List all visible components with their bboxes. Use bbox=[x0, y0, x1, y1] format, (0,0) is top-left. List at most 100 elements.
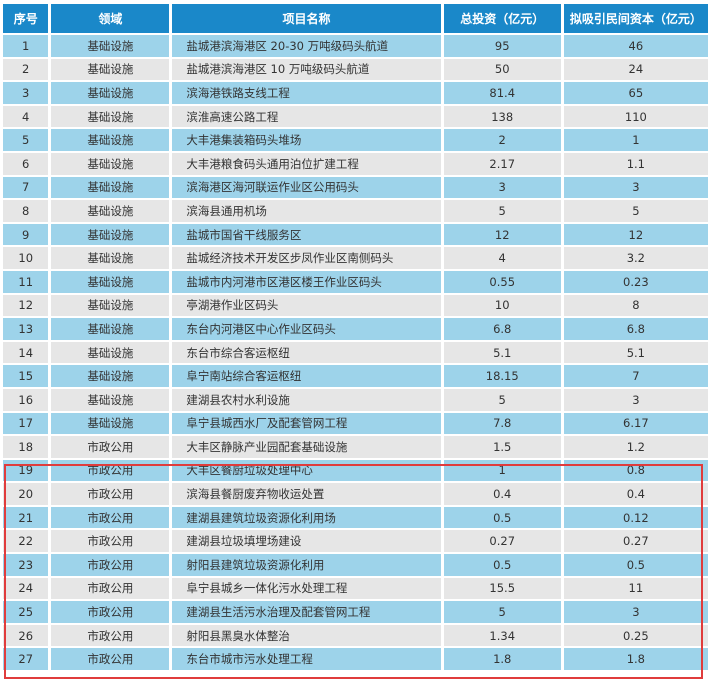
row-private-capital: 0.23 bbox=[563, 270, 708, 293]
row-total-investment: 0.5 bbox=[443, 506, 561, 529]
row-field: 市政公用 bbox=[51, 648, 170, 671]
row-field: 基础设施 bbox=[51, 247, 170, 269]
row-total-investment: 0.55 bbox=[443, 270, 561, 293]
row-private-capital: 0.5 bbox=[563, 554, 708, 576]
row-private-capital: 24 bbox=[563, 58, 708, 81]
row-number: 11 bbox=[3, 270, 49, 293]
table-row: 1 基础设施 盐城港滨海港区 20-30 万吨级码头航道 95 46 bbox=[3, 35, 708, 57]
row-total-investment: 81.4 bbox=[443, 82, 561, 104]
row-field: 市政公用 bbox=[51, 506, 170, 529]
row-private-capital: 1.1 bbox=[563, 152, 708, 175]
row-number: 17 bbox=[3, 412, 49, 435]
row-total-investment: 50 bbox=[443, 58, 561, 81]
row-total-investment: 95 bbox=[443, 35, 561, 57]
table-row: 7 基础设施 滨海港区海河联运作业区公用码头 3 3 bbox=[3, 176, 708, 199]
row-project-name: 建湖县生活污水治理及配套管网工程 bbox=[172, 601, 441, 623]
row-field: 基础设施 bbox=[51, 82, 170, 104]
row-total-investment: 5 bbox=[443, 601, 561, 623]
row-project-name: 阜宁县城乡一体化污水处理工程 bbox=[172, 577, 441, 600]
row-project-name: 阜宁县城西水厂及配套管网工程 bbox=[172, 412, 441, 435]
row-private-capital: 6.8 bbox=[563, 318, 708, 340]
row-field: 基础设施 bbox=[51, 200, 170, 222]
row-field: 基础设施 bbox=[51, 176, 170, 199]
row-field: 基础设施 bbox=[51, 318, 170, 340]
row-private-capital: 12 bbox=[563, 223, 708, 246]
table-row: 12 基础设施 亭湖港作业区码头 10 8 bbox=[3, 294, 708, 317]
row-field: 基础设施 bbox=[51, 152, 170, 175]
table-row: 13 基础设施 东台内河港区中心作业区码头 6.8 6.8 bbox=[3, 318, 708, 340]
row-project-name: 滨海港区海河联运作业区公用码头 bbox=[172, 176, 441, 199]
row-total-investment: 5.1 bbox=[443, 341, 561, 364]
row-total-investment: 18.15 bbox=[443, 365, 561, 387]
row-field: 市政公用 bbox=[51, 530, 170, 553]
row-private-capital: 46 bbox=[563, 35, 708, 57]
row-number: 1 bbox=[3, 35, 49, 57]
row-total-investment: 5 bbox=[443, 388, 561, 411]
row-field: 市政公用 bbox=[51, 601, 170, 623]
row-field: 市政公用 bbox=[51, 554, 170, 576]
row-private-capital: 11 bbox=[563, 577, 708, 600]
table-row: 23 市政公用 射阳县建筑垃圾资源化利用 0.5 0.5 bbox=[3, 554, 708, 576]
row-private-capital: 1.8 bbox=[563, 648, 708, 671]
row-number: 10 bbox=[3, 247, 49, 269]
row-project-name: 滨海港铁路支线工程 bbox=[172, 82, 441, 104]
table-row: 16 基础设施 建湖县农村水利设施 5 3 bbox=[3, 388, 708, 411]
row-number: 12 bbox=[3, 294, 49, 317]
table-row: 24 市政公用 阜宁县城乡一体化污水处理工程 15.5 11 bbox=[3, 577, 708, 600]
row-project-name: 盐城港滨海港区 10 万吨级码头航道 bbox=[172, 58, 441, 81]
row-total-investment: 1.8 bbox=[443, 648, 561, 671]
row-field: 市政公用 bbox=[51, 459, 170, 482]
row-total-investment: 10 bbox=[443, 294, 561, 317]
row-number: 9 bbox=[3, 223, 49, 246]
row-total-investment: 1.34 bbox=[443, 624, 561, 647]
row-project-name: 亭湖港作业区码头 bbox=[172, 294, 441, 317]
row-total-investment: 0.4 bbox=[443, 483, 561, 505]
row-number: 13 bbox=[3, 318, 49, 340]
investment-table: 序号 领域 项目名称 总投资（亿元） 拟吸引民间资本（亿元） 1 基础设施 盐城港滨… bbox=[0, 2, 711, 672]
row-field: 基础设施 bbox=[51, 388, 170, 411]
row-private-capital: 3.2 bbox=[563, 247, 708, 269]
table-row: 21 市政公用 建湖县建筑垃圾资源化利用场 0.5 0.12 bbox=[3, 506, 708, 529]
table-row: 10 基础设施 盐城经济技术开发区步凤作业区南侧码头 4 3.2 bbox=[3, 247, 708, 269]
row-number: 24 bbox=[3, 577, 49, 600]
row-project-name: 射阳县建筑垃圾资源化利用 bbox=[172, 554, 441, 576]
row-total-investment: 7.8 bbox=[443, 412, 561, 435]
row-number: 25 bbox=[3, 601, 49, 623]
table-row: 27 市政公用 东台市城市污水处理工程 1.8 1.8 bbox=[3, 648, 708, 671]
table-row: 22 市政公用 建湖县垃圾填埋场建设 0.27 0.27 bbox=[3, 530, 708, 553]
row-project-name: 建湖县建筑垃圾资源化利用场 bbox=[172, 506, 441, 529]
row-private-capital: 7 bbox=[563, 365, 708, 387]
row-project-name: 滨淮高速公路工程 bbox=[172, 105, 441, 128]
header-private-capital: 拟吸引民间资本（亿元） bbox=[563, 4, 708, 33]
row-number: 5 bbox=[3, 129, 49, 151]
table-row: 8 基础设施 滨海县通用机场 5 5 bbox=[3, 200, 708, 222]
row-project-name: 建湖县农村水利设施 bbox=[172, 388, 441, 411]
row-number: 19 bbox=[3, 459, 49, 482]
table-row: 14 基础设施 东台市综合客运枢纽 5.1 5.1 bbox=[3, 341, 708, 364]
row-project-name: 大丰港集装箱码头堆场 bbox=[172, 129, 441, 151]
row-private-capital: 0.27 bbox=[563, 530, 708, 553]
row-project-name: 盐城市内河港市区港区楼王作业区码头 bbox=[172, 270, 441, 293]
table-row: 4 基础设施 滨淮高速公路工程 138 110 bbox=[3, 105, 708, 128]
row-number: 6 bbox=[3, 152, 49, 175]
row-total-investment: 0.27 bbox=[443, 530, 561, 553]
row-number: 8 bbox=[3, 200, 49, 222]
row-field: 基础设施 bbox=[51, 58, 170, 81]
row-field: 基础设施 bbox=[51, 412, 170, 435]
table-row: 2 基础设施 盐城港滨海港区 10 万吨级码头航道 50 24 bbox=[3, 58, 708, 81]
table-row: 20 市政公用 滨海县餐厨废弃物收运处置 0.4 0.4 bbox=[3, 483, 708, 505]
row-total-investment: 2.17 bbox=[443, 152, 561, 175]
table-row: 3 基础设施 滨海港铁路支线工程 81.4 65 bbox=[3, 82, 708, 104]
row-total-investment: 2 bbox=[443, 129, 561, 151]
row-private-capital: 110 bbox=[563, 105, 708, 128]
row-private-capital: 0.12 bbox=[563, 506, 708, 529]
row-number: 4 bbox=[3, 105, 49, 128]
row-private-capital: 3 bbox=[563, 601, 708, 623]
row-project-name: 盐城市国省干线服务区 bbox=[172, 223, 441, 246]
row-private-capital: 5.1 bbox=[563, 341, 708, 364]
row-project-name: 东台内河港区中心作业区码头 bbox=[172, 318, 441, 340]
table-row: 5 基础设施 大丰港集装箱码头堆场 2 1 bbox=[3, 129, 708, 151]
row-field: 市政公用 bbox=[51, 577, 170, 600]
row-field: 基础设施 bbox=[51, 341, 170, 364]
row-field: 基础设施 bbox=[51, 365, 170, 387]
